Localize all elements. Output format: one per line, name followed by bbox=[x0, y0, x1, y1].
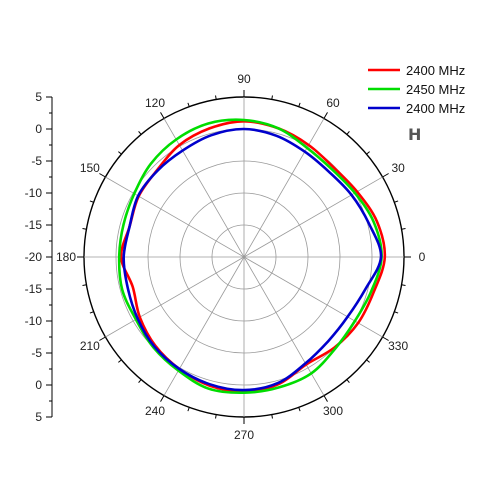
angle-label: 180 bbox=[56, 250, 76, 264]
polar-grid bbox=[77, 90, 411, 424]
angle-label: 240 bbox=[145, 404, 165, 418]
angle-tick bbox=[346, 131, 350, 135]
grid-spoke bbox=[163, 118, 245, 258]
legend: 2400 MHz 2450 MHz 2400 MHz bbox=[368, 63, 465, 116]
radial-tick-label: -5 bbox=[31, 346, 42, 360]
angle-tick bbox=[366, 151, 370, 155]
radial-tick-label: -15 bbox=[25, 282, 43, 296]
angle-label: 270 bbox=[234, 428, 254, 442]
angle-label: 300 bbox=[323, 404, 343, 418]
grid-spoke bbox=[243, 256, 325, 396]
angle-tick bbox=[382, 336, 389, 341]
radial-axis: 5 0 -5 -10 -15 -20 -15 -10 -5 0 5 bbox=[25, 90, 53, 424]
radial-tick-label: 0 bbox=[35, 378, 42, 392]
angle-tick bbox=[401, 228, 406, 230]
radial-tick-label: -15 bbox=[25, 218, 43, 232]
angle-label: 210 bbox=[80, 339, 100, 353]
angle-label: 330 bbox=[388, 339, 408, 353]
radial-tick-label: 5 bbox=[35, 410, 42, 424]
legend-label-3: 2400 MHz bbox=[406, 101, 465, 116]
angle-tick bbox=[160, 395, 165, 402]
angle-tick bbox=[138, 379, 142, 383]
angle-tick bbox=[323, 112, 328, 119]
angle-tick bbox=[89, 311, 94, 314]
angle-tick bbox=[160, 112, 165, 119]
angle-tick bbox=[138, 131, 142, 135]
angle-label: 90 bbox=[237, 72, 251, 86]
legend-label-2: 2450 MHz bbox=[406, 82, 465, 97]
angle-tick bbox=[82, 228, 87, 230]
angle-tick bbox=[215, 414, 217, 419]
angle-tick bbox=[118, 151, 122, 155]
angle-label: 0 bbox=[419, 250, 426, 264]
series-lines bbox=[117, 118, 387, 395]
legend-label-1: 2400 MHz bbox=[406, 63, 465, 78]
angle-tick bbox=[323, 395, 328, 402]
grid-spoke bbox=[163, 256, 245, 396]
angle-label: 150 bbox=[80, 161, 100, 175]
angle-tick bbox=[187, 102, 190, 107]
grid-spoke bbox=[243, 256, 383, 338]
radial-tick-label: -20 bbox=[25, 250, 43, 264]
angle-tick bbox=[215, 95, 217, 100]
angle-tick bbox=[298, 407, 301, 412]
angle-tick bbox=[382, 173, 389, 178]
radial-tick-label: 5 bbox=[35, 90, 42, 104]
angle-tick bbox=[298, 102, 301, 107]
radial-tick-label: -10 bbox=[25, 186, 43, 200]
angle-tick bbox=[271, 414, 273, 419]
angle-tick bbox=[366, 359, 370, 363]
angle-tick bbox=[99, 336, 106, 341]
angle-tick bbox=[99, 173, 106, 178]
grid-spoke bbox=[243, 176, 383, 258]
angle-label: 60 bbox=[326, 96, 340, 110]
angle-tick bbox=[187, 407, 190, 412]
angle-tick bbox=[271, 95, 273, 100]
grid-spoke bbox=[105, 176, 245, 258]
radial-tick-label: -5 bbox=[31, 154, 42, 168]
radial-tick-label: 0 bbox=[35, 122, 42, 136]
angle-tick bbox=[401, 284, 406, 286]
series-line-2 bbox=[117, 118, 383, 395]
series-line-3 bbox=[122, 127, 383, 392]
angle-tick bbox=[89, 200, 94, 203]
grid-spoke bbox=[243, 118, 325, 258]
angle-tick bbox=[394, 311, 399, 314]
grid-spoke bbox=[105, 256, 245, 338]
angle-label: 120 bbox=[145, 96, 165, 110]
angle-tick bbox=[346, 379, 350, 383]
angle-tick bbox=[82, 284, 87, 286]
angle-tick bbox=[118, 359, 122, 363]
angle-tick bbox=[394, 200, 399, 203]
radial-tick-label: -10 bbox=[25, 314, 43, 328]
marker-label: H bbox=[408, 125, 421, 144]
angle-label: 30 bbox=[391, 161, 405, 175]
